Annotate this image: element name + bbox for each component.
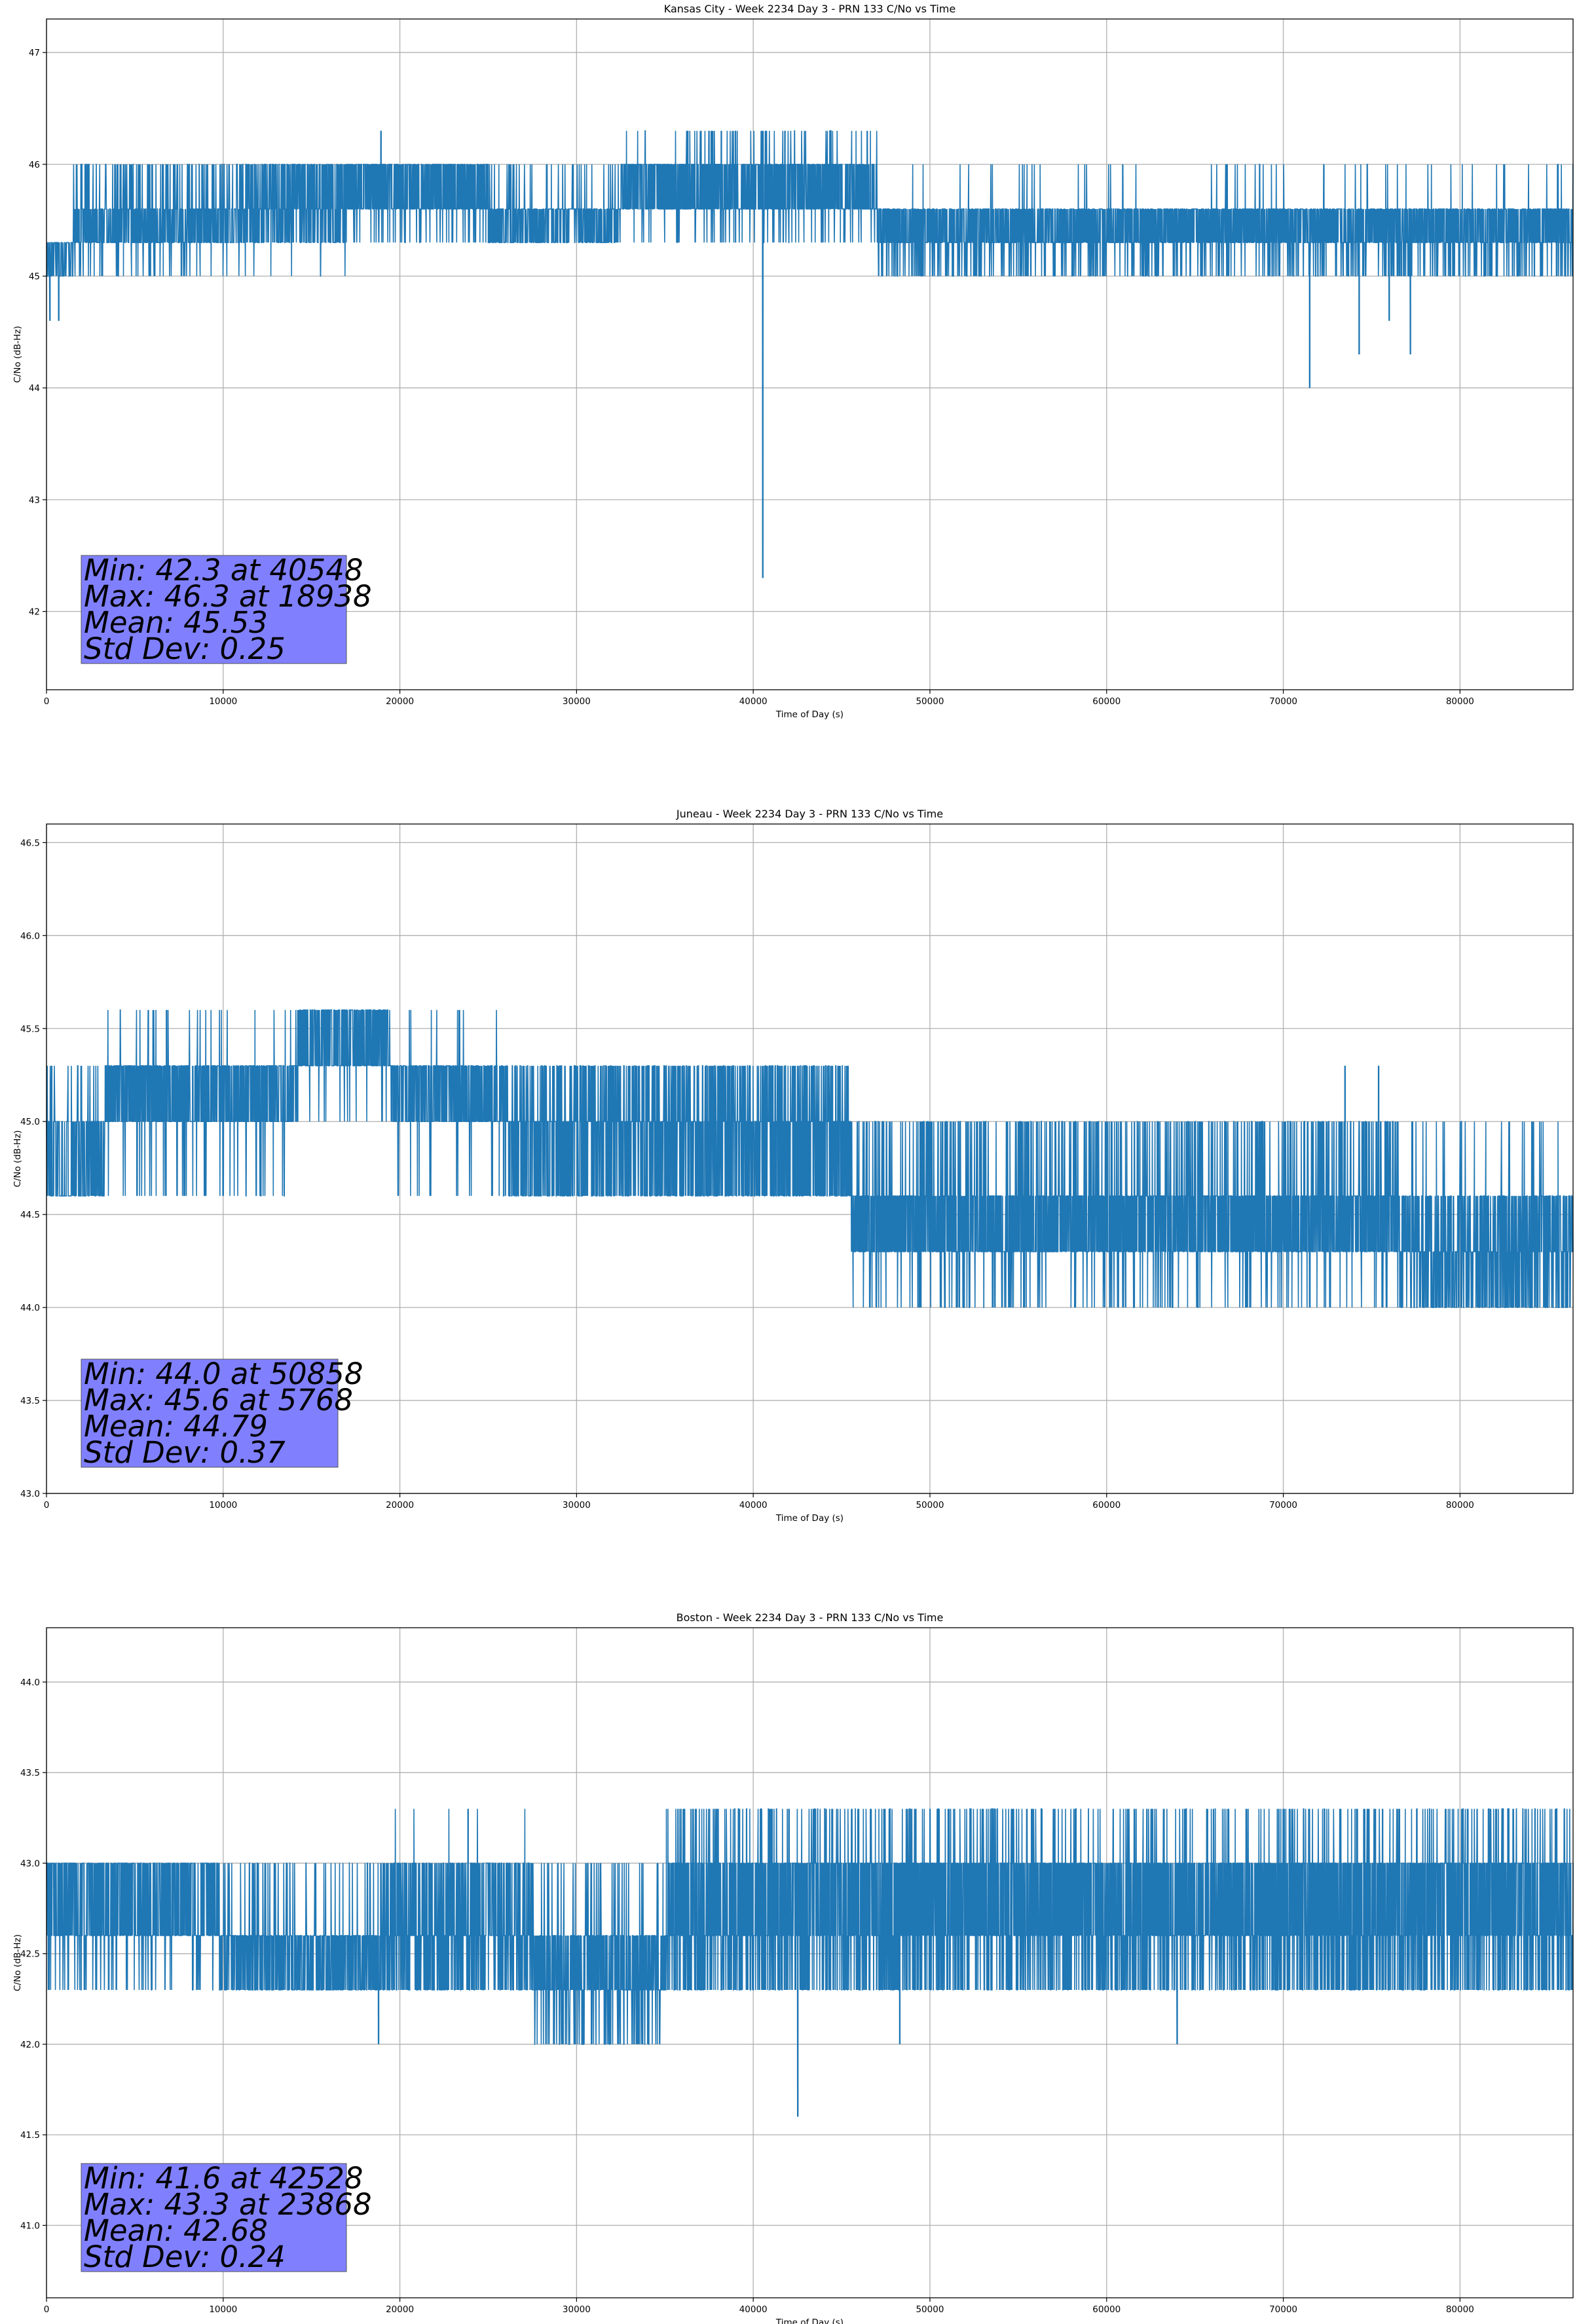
x-axis-label: Time of Day (s)	[775, 2317, 844, 2324]
y-tick-label: 44.0	[20, 1303, 40, 1313]
x-tick-label: 0	[44, 2304, 50, 2315]
x-tick-label: 10000	[209, 1500, 237, 1510]
x-axis-label: Time of Day (s)	[775, 709, 844, 720]
chart-2: Juneau - Week 2234 Day 3 - PRN 133 C/No …	[12, 808, 1574, 1524]
y-tick-label: 43.5	[20, 1768, 40, 1778]
x-tick-label: 10000	[209, 2304, 237, 2315]
axes-frame	[46, 18, 1574, 690]
x-tick-label: 0	[44, 696, 50, 707]
y-tick-label: 47	[29, 48, 40, 58]
stat-max: Max: 45.6 at 5768	[84, 1383, 353, 1417]
y-tick-label: 45.5	[20, 1024, 40, 1034]
chart-title: Kansas City - Week 2234 Day 3 - PRN 133 …	[664, 3, 955, 15]
y-axis-label: C/No (dB-Hz)	[12, 326, 23, 383]
stat-std: Std Dev: 0.25	[84, 631, 286, 666]
y-tick-label: 42.5	[20, 1949, 40, 1960]
x-tick-label: 60000	[1092, 1500, 1121, 1510]
cno-series-line	[46, 1009, 1574, 1308]
x-tick-label: 50000	[916, 1500, 944, 1510]
x-tick-label: 80000	[1446, 1500, 1474, 1510]
chart-3: Boston - Week 2234 Day 3 - PRN 133 C/No …	[12, 1611, 1574, 2324]
x-tick-label: 50000	[916, 696, 944, 707]
x-tick-label: 80000	[1446, 696, 1474, 707]
stat-mean: Mean: 45.53	[84, 605, 268, 640]
x-tick-label: 80000	[1446, 2304, 1474, 2315]
x-tick-label: 60000	[1092, 696, 1121, 707]
x-tick-label: 60000	[1092, 2304, 1121, 2315]
chart-title: Juneau - Week 2234 Day 3 - PRN 133 C/No …	[676, 808, 943, 820]
chart-1: Kansas City - Week 2234 Day 3 - PRN 133 …	[12, 3, 1574, 720]
y-tick-label: 43	[29, 495, 40, 506]
y-tick-label: 41.5	[20, 2130, 40, 2141]
x-tick-label: 20000	[386, 1500, 414, 1510]
stat-max: Max: 46.3 at 18938	[84, 579, 372, 614]
stat-mean: Mean: 44.79	[84, 1409, 268, 1444]
x-tick-label: 40000	[739, 2304, 768, 2315]
stats-box	[81, 555, 347, 664]
chart-title: Boston - Week 2234 Day 3 - PRN 133 C/No …	[677, 1611, 944, 1624]
y-tick-label: 46.0	[20, 931, 40, 941]
x-tick-label: 30000	[563, 696, 591, 707]
y-tick-label: 46.5	[20, 838, 40, 848]
stat-min: Min: 41.6 at 42528	[84, 2161, 363, 2196]
x-tick-label: 40000	[739, 696, 768, 707]
y-tick-label: 42	[29, 607, 40, 618]
x-tick-label: 70000	[1269, 696, 1297, 707]
y-tick-label: 41.0	[20, 2221, 40, 2231]
stats-box	[81, 1359, 339, 1468]
y-tick-label: 44	[29, 383, 40, 394]
axes-frame	[46, 1627, 1574, 2298]
x-tick-label: 30000	[563, 2304, 591, 2315]
x-tick-label: 20000	[386, 2304, 414, 2315]
y-tick-label: 44.5	[20, 1210, 40, 1220]
x-tick-label: 10000	[209, 696, 237, 707]
x-tick-label: 0	[44, 1500, 50, 1510]
x-tick-label: 40000	[739, 1500, 768, 1510]
y-tick-label: 43.5	[20, 1396, 40, 1406]
x-tick-label: 30000	[563, 1500, 591, 1510]
stat-std: Std Dev: 0.37	[84, 1435, 286, 1470]
stats-box	[81, 2163, 347, 2272]
stat-min: Min: 44.0 at 50858	[84, 1357, 363, 1391]
x-tick-label: 20000	[386, 696, 414, 707]
y-tick-label: 43.0	[20, 1489, 40, 1499]
x-tick-label: 70000	[1269, 1500, 1297, 1510]
y-tick-label: 42.0	[20, 2040, 40, 2050]
stat-min: Min: 42.3 at 40548	[84, 553, 363, 588]
y-tick-label: 45.0	[20, 1117, 40, 1127]
y-axis-label: C/No (dB-Hz)	[12, 1130, 23, 1187]
stat-std: Std Dev: 0.24	[84, 2240, 286, 2274]
y-tick-label: 46	[29, 160, 40, 170]
y-tick-label: 45	[29, 272, 40, 282]
stat-mean: Mean: 42.68	[84, 2213, 268, 2248]
x-axis-label: Time of Day (s)	[775, 1513, 844, 1524]
x-tick-label: 70000	[1269, 2304, 1297, 2315]
y-tick-label: 44.0	[20, 1677, 40, 1688]
y-axis-label: C/No (dB-Hz)	[12, 1934, 23, 1991]
axes-frame	[46, 823, 1574, 1494]
x-tick-label: 50000	[916, 2304, 944, 2315]
cno-series-line	[46, 1808, 1574, 2117]
y-tick-label: 43.0	[20, 1858, 40, 1869]
cno-series-line	[46, 130, 1574, 578]
stat-max: Max: 43.3 at 23868	[84, 2187, 372, 2222]
